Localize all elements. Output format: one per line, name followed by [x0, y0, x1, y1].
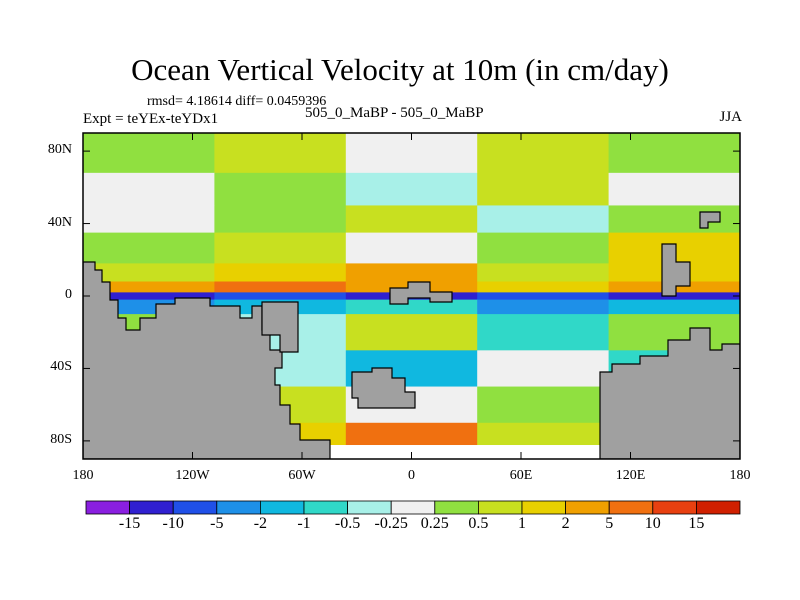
- land-mask: [83, 211, 740, 459]
- y-tick-label: 80N: [47, 142, 72, 158]
- colorbar-label: 0.25: [420, 515, 449, 532]
- colorbar-label: -15: [118, 515, 141, 532]
- y-tick-label: 40N: [47, 214, 72, 230]
- colorbar-swatch: [347, 500, 392, 515]
- field-cell: [83, 281, 215, 293]
- colorbar-swatch: [434, 500, 479, 515]
- colorbar-label: -0.25: [374, 515, 408, 532]
- axis-ticks: [82, 133, 741, 459]
- experiment-label: Expt = teYEx-teYDx1: [83, 111, 219, 127]
- colorbar-label: -0.5: [334, 515, 361, 532]
- x-tick-label: 60W: [288, 468, 316, 483]
- field-cell: [345, 172, 478, 206]
- field-cell: [477, 281, 610, 293]
- field-cell: [83, 292, 215, 301]
- field-cell: [477, 172, 610, 206]
- colorbar-swatch: [172, 500, 218, 515]
- x-tick-label: 120W: [175, 468, 210, 483]
- y-tick-label: 80S: [50, 431, 72, 447]
- field-cell: [83, 172, 215, 206]
- x-tick-label: 180: [729, 468, 751, 483]
- land-south-america-east: [261, 301, 299, 353]
- field-cell: [83, 205, 215, 234]
- colorbar-swatch: [390, 500, 436, 515]
- colorbar-label: 15: [688, 515, 705, 532]
- colorbar-swatch: [85, 500, 130, 515]
- field-cell: [214, 205, 347, 234]
- field-cell: [214, 292, 347, 301]
- season-label: JJA: [719, 109, 742, 125]
- colorbar-label: 0.5: [468, 515, 489, 532]
- field-cell: [345, 299, 478, 315]
- colorbar-label: -5: [210, 515, 224, 532]
- chart-title: Ocean Vertical Velocity at 10m (in cm/da…: [131, 52, 669, 87]
- colorbar-label: 5: [605, 515, 614, 532]
- x-tick-label: 180: [72, 468, 94, 483]
- colorbar-label: -10: [162, 515, 184, 532]
- field-cell: [83, 263, 215, 283]
- field-cell: [477, 386, 610, 424]
- field-cell: [214, 133, 347, 174]
- land-equatorial: [389, 281, 453, 305]
- land-northeast: [661, 243, 691, 297]
- field-cell: [345, 232, 478, 264]
- field-cell: [477, 205, 610, 234]
- land-americas: [83, 261, 331, 459]
- field-cell: [477, 299, 610, 315]
- field-cell: [477, 350, 610, 388]
- colorbar-label: 1: [518, 515, 526, 532]
- field-cell: [83, 232, 215, 264]
- y-tick-label: 0: [65, 287, 72, 302]
- colorbar-swatch: [608, 500, 654, 515]
- colorbar: [85, 500, 741, 515]
- field-cell: [214, 232, 347, 264]
- colorbar-label: -2: [253, 515, 268, 532]
- field-cell: [214, 263, 347, 283]
- colorbar-label: 2: [561, 515, 570, 532]
- field-cell: [477, 263, 610, 283]
- field-cell: [608, 172, 740, 206]
- case-subtitle: 505_0_MaBP - 505_0_MaBP: [305, 105, 484, 121]
- field-cell: [345, 422, 478, 446]
- colorbar-swatch: [565, 500, 610, 515]
- colorbar-label: -1: [297, 515, 311, 532]
- stats-text: rmsd= 4.18614 diff= 0.0459396: [147, 94, 327, 109]
- field-cell: [83, 133, 215, 174]
- field-cell: [345, 205, 478, 234]
- field-cell: [477, 232, 610, 264]
- colorbar-swatch: [303, 500, 348, 515]
- field-cell: [477, 314, 610, 351]
- x-tick-label: 120E: [615, 468, 646, 483]
- colorbar-label: 10: [644, 515, 661, 532]
- field-cell: [214, 281, 347, 293]
- colorbar-swatch: [521, 500, 566, 515]
- colorbar-swatch: [216, 500, 261, 515]
- colorbar-swatch: [652, 500, 697, 515]
- colorbar-swatch: [696, 500, 741, 515]
- field-cell: [477, 292, 610, 301]
- field-cell: [345, 263, 478, 283]
- colorbar-swatch: [477, 500, 523, 515]
- colorbar-swatch: [259, 500, 305, 515]
- land-eastern: [599, 327, 740, 459]
- field-cell: [608, 205, 740, 234]
- y-tick-label: 40S: [50, 359, 72, 375]
- field-cell: [608, 299, 740, 315]
- field-cell: [477, 422, 610, 446]
- x-tick-label: 60E: [509, 468, 533, 483]
- field-cell: [608, 133, 740, 174]
- land-central-island: [351, 367, 416, 409]
- field-cell: [214, 172, 347, 206]
- land-north-islet: [699, 211, 721, 229]
- colorbar-swatch: [129, 500, 174, 515]
- x-tick-label: 0: [408, 468, 415, 483]
- field-cell: [345, 314, 478, 351]
- field-cell: [477, 133, 610, 174]
